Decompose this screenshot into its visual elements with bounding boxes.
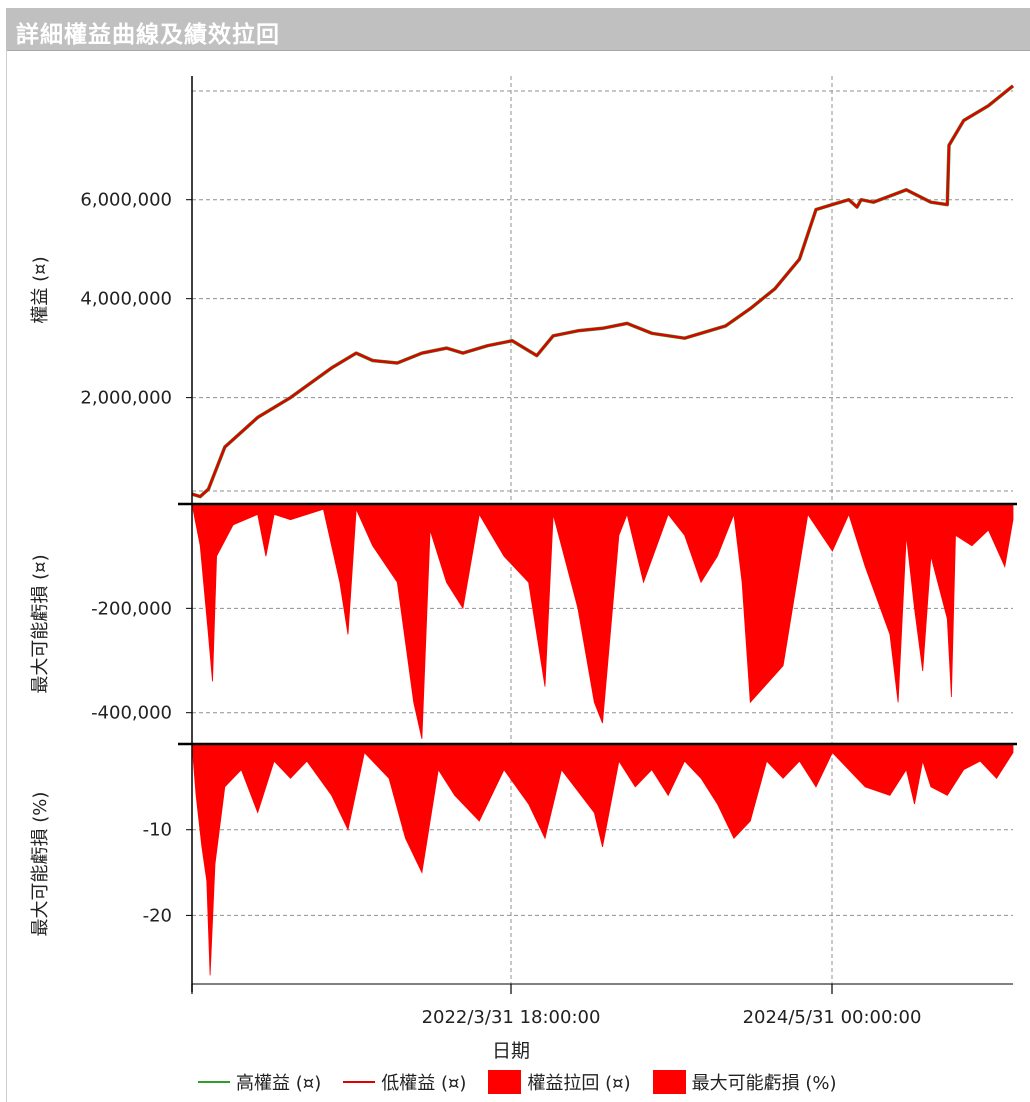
legend-swatch-box (652, 1070, 686, 1094)
legend-item-max-loss-pct: 最大可能虧損 (%) (652, 1069, 837, 1095)
x-axis-title: 日期 (492, 1040, 530, 1062)
legend-swatch-line (343, 1081, 376, 1083)
y-tick-label: 2,000,000 (80, 388, 172, 409)
panel-title-bar: 詳細權益曲線及績效拉回 (6, 8, 1030, 51)
legend-swatch-line (198, 1081, 230, 1083)
grid-layer (192, 76, 1013, 984)
y-axis-title: 最大可能虧損 (%) (30, 792, 51, 937)
legend-label: 權益拉回 (¤) (527, 1073, 631, 1094)
data-layer (191, 84, 1015, 976)
legend-label: 最大可能虧損 (%) (691, 1073, 837, 1094)
legend: 高權益 (¤) 低權益 (¤) 權益拉回 (¤) 最大可能虧損 (%) (198, 1069, 859, 1095)
y-axis-title: 最大可能虧損 (¤) (30, 554, 51, 693)
chart-frame (6, 50, 1030, 1102)
panel-title: 詳細權益曲線及績效拉回 (16, 22, 280, 48)
low-equity-line (191, 84, 1014, 498)
legend-item-high-equity: 高權益 (¤) (198, 1069, 321, 1095)
equity-drawdown-area (191, 503, 1014, 739)
y-tick-label: -20 (143, 905, 172, 926)
x-tick-label: 2022/3/31 18:00:00 (422, 1007, 601, 1028)
legend-item-equity-drawdown: 權益拉回 (¤) (488, 1069, 631, 1095)
y-tick-label: 4,000,000 (80, 289, 172, 310)
max-loss-pct-area (191, 743, 1014, 976)
text-layer: 2,000,000 4,000,000 6,000,000 權益 (¤) -200,00… (30, 190, 921, 1062)
y-tick-label: -400,000 (91, 703, 172, 724)
y-axis-title: 權益 (¤) (30, 256, 51, 323)
y-tick-label: 6,000,000 (80, 190, 172, 211)
legend-swatch-box (488, 1070, 522, 1094)
y-tick-label: -200,000 (91, 598, 172, 619)
legend-label: 高權益 (¤) (236, 1073, 322, 1094)
legend-label: 低權益 (¤) (381, 1073, 467, 1094)
y-tick-label: -10 (143, 820, 172, 841)
axes-layer (178, 76, 1017, 994)
legend-item-low-equity: 低權益 (¤) (343, 1069, 466, 1095)
high-equity-line (191, 84, 1015, 499)
x-tick-label: 2024/5/31 00:00:00 (743, 1007, 922, 1028)
